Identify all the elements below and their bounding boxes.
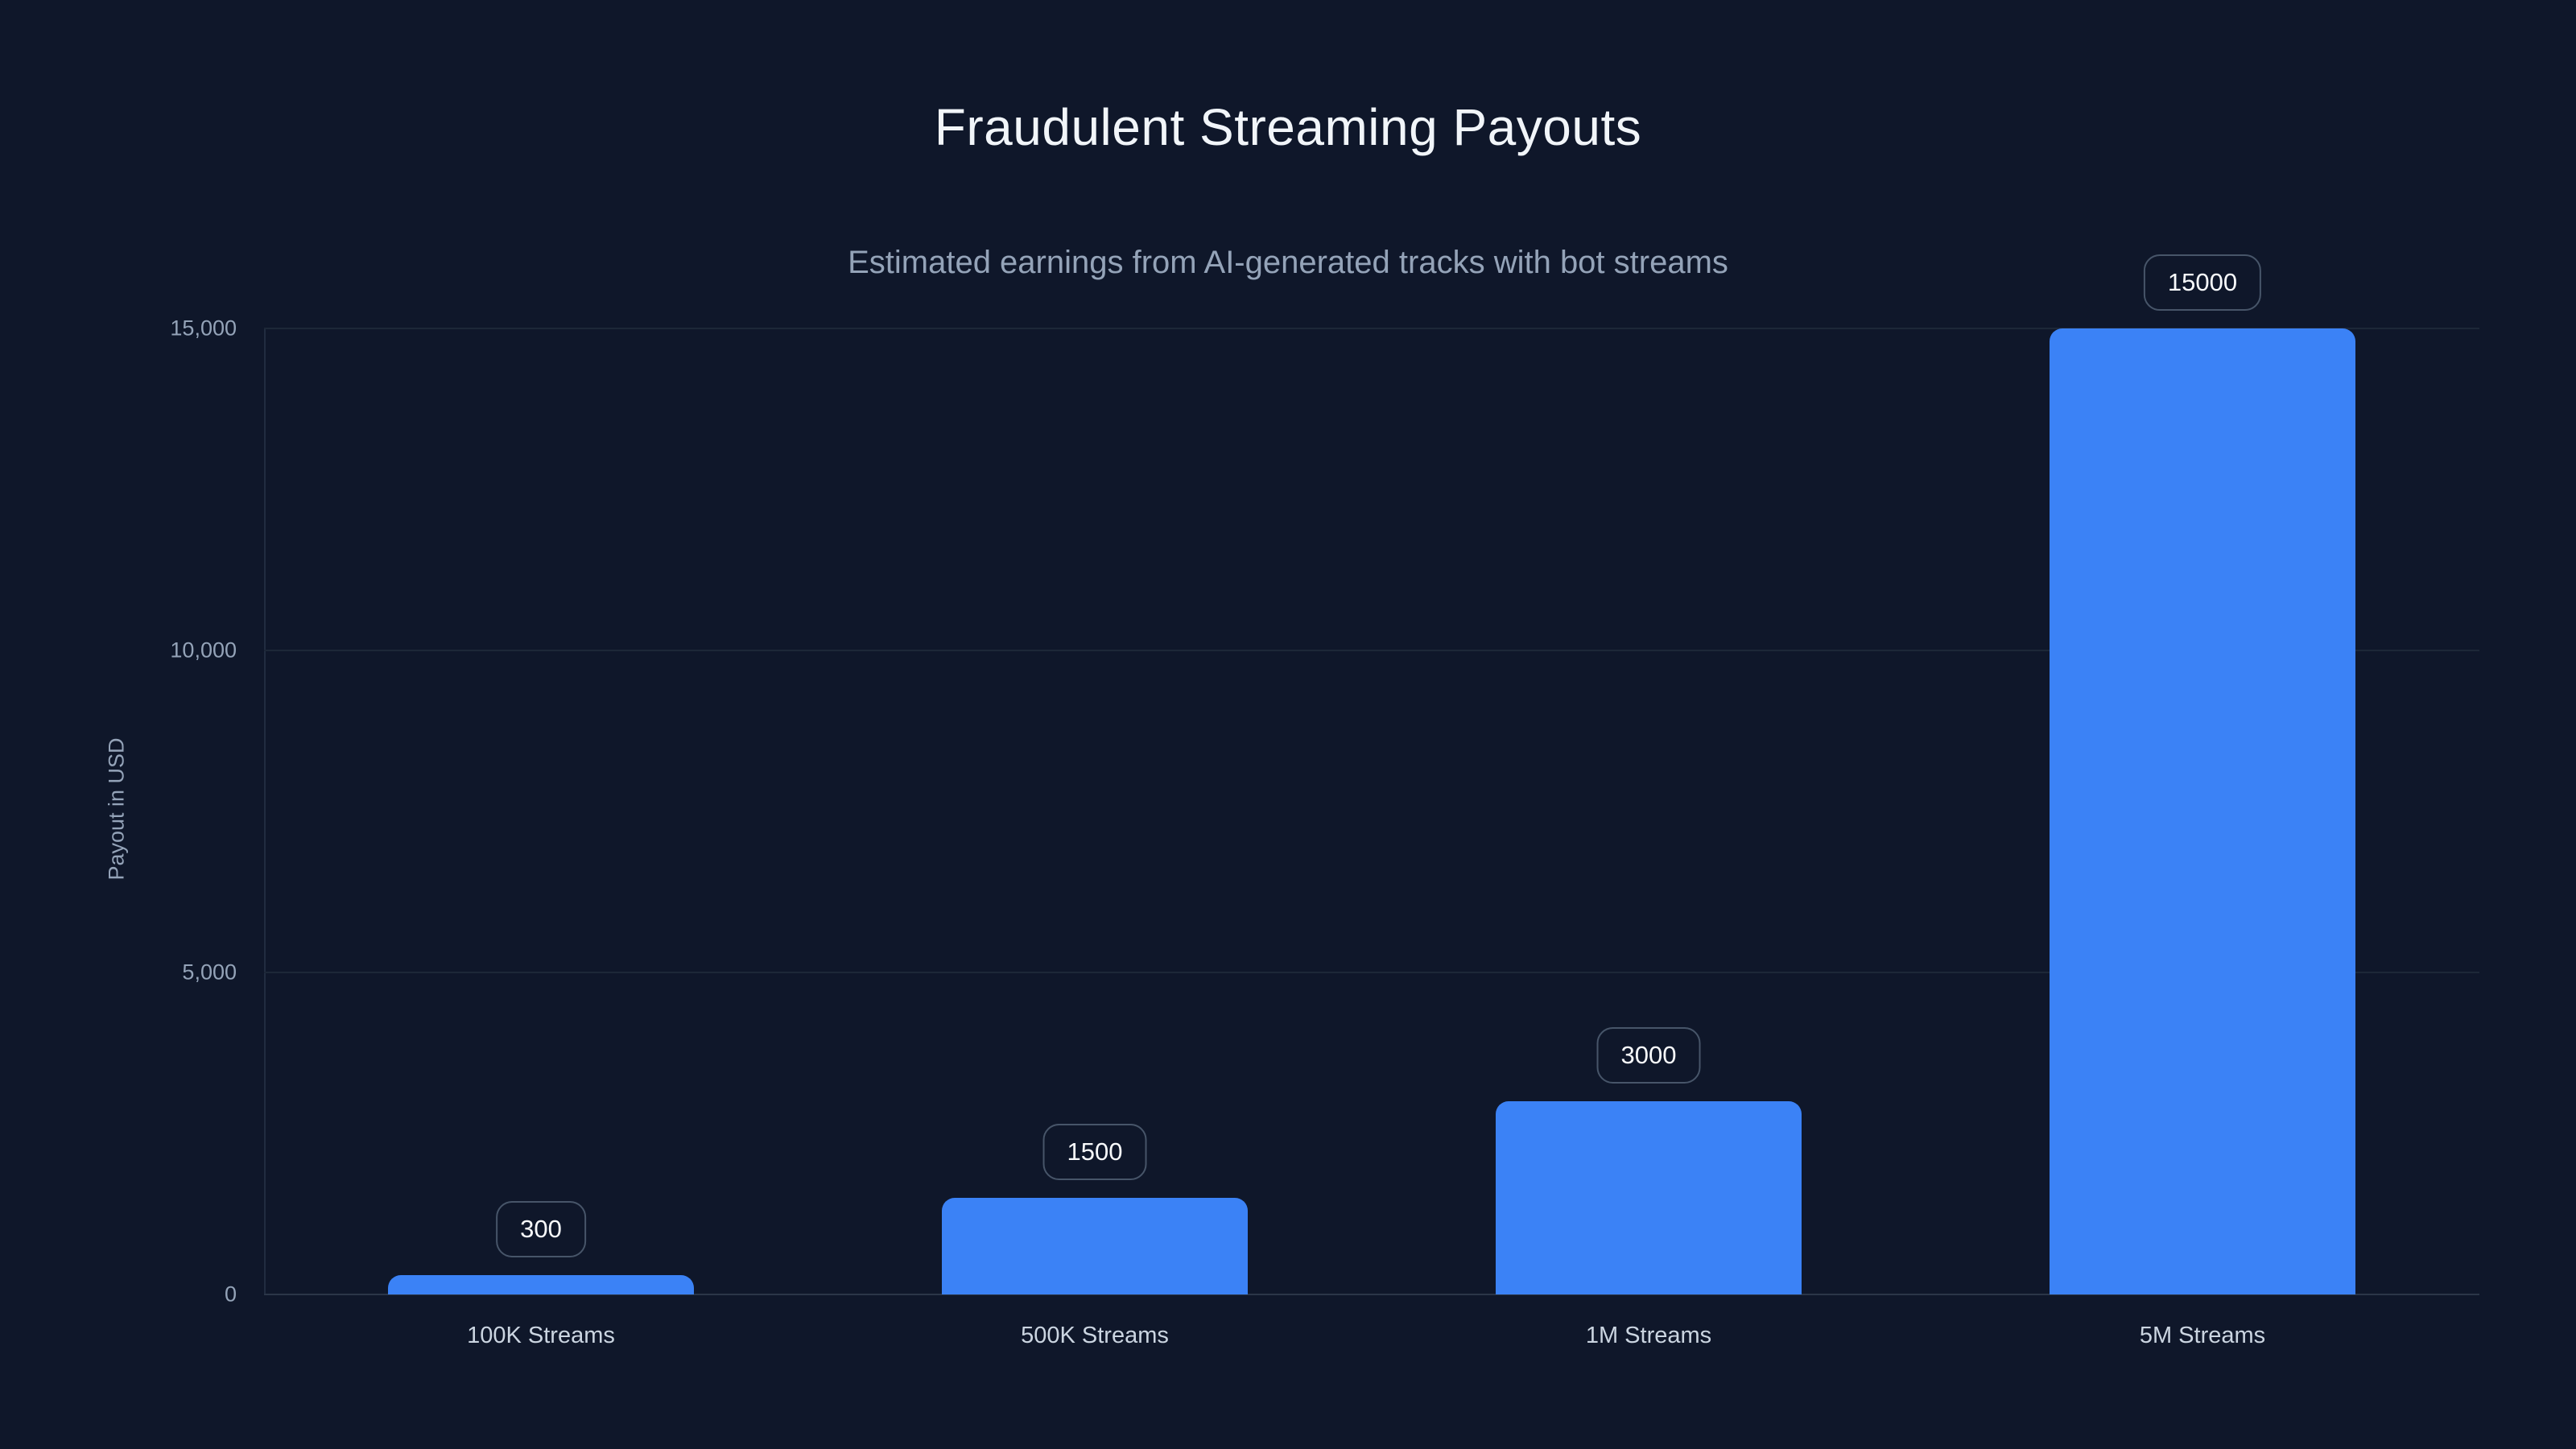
bar-500k-streams: 1500 [942,1124,1248,1294]
gridline-15000 [264,328,2479,329]
x-tick-label-5m-streams: 5M Streams [2139,1323,2266,1348]
y-tick-label-15000: 15,000 [170,316,237,341]
value-badge-100k-streams: 300 [496,1201,586,1257]
x-tick-label-100k-streams: 100K Streams [467,1323,615,1348]
gridline-10000 [264,650,2479,652]
bar-100k-streams: 300 [388,1201,694,1294]
bar-group-5m-streams: 15000 [1926,254,2479,1294]
gridline-5000 [264,972,2479,974]
y-tick-label-0: 0 [224,1282,237,1307]
value-badge-1m-streams: 3000 [1596,1027,1701,1084]
bar-group-100k-streams: 300 [264,328,818,1294]
y-axis-line [264,328,266,1294]
plot-area: 0 5,000 10,000 15,000 300 1500 3000 15000 [170,254,2479,1305]
bar-5m-streams: 15000 [2050,254,2355,1294]
bar-group-500k-streams: 1500 [818,328,1372,1294]
chart-title: Fraudulent Streaming Payouts [934,98,1642,156]
x-axis-labels: 100K Streams 500K Streams 1M Streams 5M Str… [264,1319,2479,1352]
x-tick-label-500k-streams: 500K Streams [1021,1323,1169,1348]
x-tick-label-1m-streams: 1M Streams [1585,1323,1712,1348]
y-tick-label-10000: 10,000 [170,638,237,663]
bars-container: 300 1500 3000 15000 [264,254,2479,1294]
y-axis-title: Payout in USD [104,737,129,881]
gridline-0 [264,1294,2479,1295]
bar-1m-streams: 3000 [1496,1027,1802,1294]
bar-group-1m-streams: 3000 [1372,328,1926,1294]
chart-subtitle: Estimated earnings from AI-generated tra… [848,245,1728,280]
value-badge-500k-streams: 1500 [1042,1124,1147,1180]
value-badge-5m-streams: 15000 [2143,254,2262,311]
y-tick-label-5000: 5,000 [182,960,237,985]
